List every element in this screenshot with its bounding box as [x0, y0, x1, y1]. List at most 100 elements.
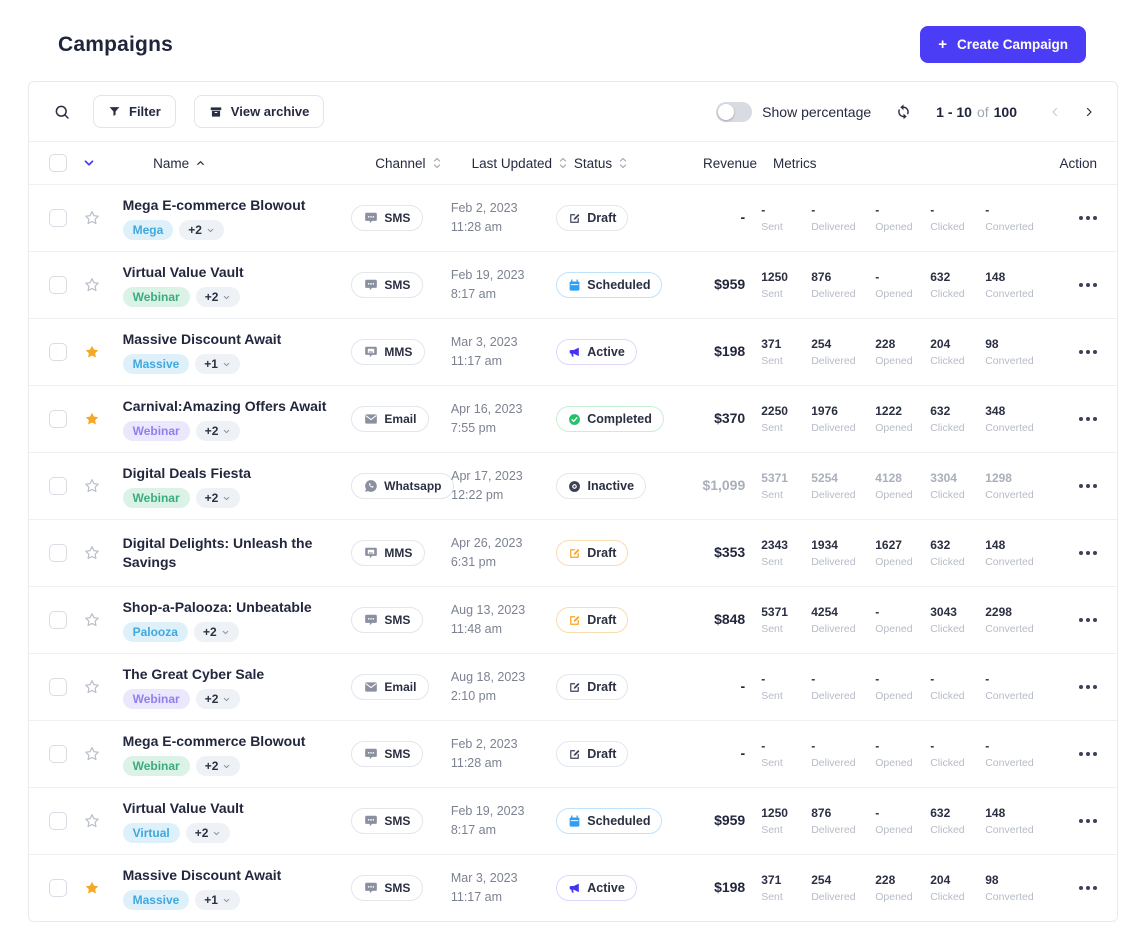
more-tags-dropdown[interactable]: +1 [195, 354, 240, 375]
more-tags-dropdown[interactable]: +2 [179, 220, 224, 241]
metric-label: Sent [761, 287, 783, 300]
view-archive-button[interactable]: View archive [193, 95, 325, 128]
campaign-name[interactable]: Shop-a-Palooza: Unbeatable [122, 598, 312, 615]
metric-label: Delivered [811, 756, 856, 769]
row-checkbox[interactable] [49, 276, 67, 294]
more-tags-dropdown[interactable]: +2 [185, 823, 231, 844]
column-header-status[interactable]: Status [574, 156, 697, 171]
chevron-left-icon [1049, 106, 1061, 118]
row-checkbox[interactable] [49, 678, 67, 696]
metric-converted: 98 Converted [985, 873, 1053, 903]
star-filled-icon[interactable] [83, 343, 101, 361]
campaign-name[interactable]: Digital Deals Fiesta [122, 464, 251, 481]
row-actions-menu-icon[interactable] [1078, 882, 1097, 894]
row-checkbox[interactable] [49, 544, 67, 562]
status-label: Draft [587, 546, 617, 560]
row-actions-menu-icon[interactable] [1078, 279, 1097, 291]
row-checkbox[interactable] [49, 745, 67, 763]
more-tags-dropdown[interactable]: +2 [193, 622, 239, 643]
sort-both-icon [558, 156, 568, 170]
more-tags-dropdown[interactable]: +2 [195, 689, 241, 710]
search-button[interactable] [49, 99, 75, 125]
status-badge: Active [556, 875, 637, 901]
row-checkbox[interactable] [49, 812, 67, 830]
more-tags-dropdown[interactable]: +2 [195, 421, 241, 442]
prev-page-button[interactable] [1047, 104, 1063, 120]
row-checkbox[interactable] [49, 477, 67, 495]
row-actions-menu-icon[interactable] [1078, 212, 1097, 224]
chevron-down-icon [222, 762, 231, 771]
show-percentage-toggle[interactable]: Show percentage [716, 101, 871, 122]
search-icon [53, 103, 71, 121]
row-checkbox[interactable] [49, 209, 67, 227]
metric-sent: 371 Sent [761, 337, 811, 367]
metric-delivered: 4254 Delivered [811, 605, 875, 635]
column-header-name[interactable]: Name [153, 156, 375, 171]
create-campaign-button[interactable]: + Create Campaign [920, 26, 1086, 63]
row-actions-menu-icon[interactable] [1078, 480, 1097, 492]
metric-value: 2343 [761, 538, 788, 553]
row-actions-menu-icon[interactable] [1078, 614, 1097, 626]
metric-value: 632 [930, 806, 951, 821]
star-outline-icon[interactable] [83, 209, 101, 227]
row-checkbox[interactable] [49, 410, 67, 428]
row-actions-menu-icon[interactable] [1078, 346, 1097, 358]
star-filled-icon[interactable] [83, 410, 101, 428]
select-all-checkbox[interactable] [49, 154, 67, 172]
star-outline-icon[interactable] [83, 611, 101, 629]
campaign-name[interactable]: Virtual Value Vault [122, 799, 244, 816]
more-tags-dropdown[interactable]: +2 [195, 287, 241, 308]
metric-value: - [761, 203, 766, 218]
campaign-name[interactable]: Massive Discount Await [122, 866, 282, 883]
campaign-name[interactable]: Massive Discount Await [122, 330, 282, 347]
metric-opened: - Opened [875, 605, 930, 635]
select-options-chevron-icon[interactable] [82, 156, 96, 170]
metric-label: Sent [761, 220, 783, 233]
refresh-button[interactable] [891, 99, 916, 124]
row-checkbox[interactable] [49, 879, 67, 897]
row-actions-menu-icon[interactable] [1078, 748, 1097, 760]
column-header-metrics: Metrics [773, 155, 817, 171]
campaign-name[interactable]: Carnival:Amazing Offers Await [122, 397, 327, 414]
metric-label: Sent [761, 488, 783, 501]
row-actions-menu-icon[interactable] [1078, 815, 1097, 827]
more-tags-dropdown[interactable]: +1 [195, 890, 240, 911]
more-tags-dropdown[interactable]: +2 [195, 488, 241, 509]
campaign-name[interactable]: Virtual Value Vault [122, 263, 244, 280]
column-header-last-updated[interactable]: Last Updated [472, 156, 574, 171]
row-checkbox[interactable] [49, 611, 67, 629]
metric-label: Clicked [930, 890, 965, 903]
metric-label: Delivered [811, 220, 856, 233]
star-outline-icon[interactable] [83, 678, 101, 696]
metric-label: Converted [985, 823, 1034, 836]
row-actions-menu-icon[interactable] [1078, 681, 1097, 693]
row-actions-menu-icon[interactable] [1078, 547, 1097, 559]
next-page-button[interactable] [1081, 104, 1097, 120]
star-outline-icon[interactable] [83, 276, 101, 294]
last-updated-date: Apr 17, 2023 [451, 468, 523, 483]
last-updated-date: Apr 16, 2023 [450, 401, 523, 416]
star-outline-icon[interactable] [83, 812, 101, 830]
metric-value: 2298 [985, 605, 1012, 620]
view-archive-label: View archive [230, 104, 310, 119]
channel-label: SMS [384, 881, 411, 895]
campaign-name[interactable]: Mega E-commerce Blowout [122, 732, 306, 749]
status-label: Draft [587, 680, 617, 694]
row-checkbox[interactable] [49, 343, 67, 361]
metric-label: Delivered [811, 622, 856, 635]
filter-button[interactable]: Filter [93, 95, 176, 128]
column-header-channel[interactable]: Channel [375, 156, 471, 171]
star-filled-icon[interactable] [83, 879, 101, 897]
campaign-name[interactable]: Digital Delights: Unleash the Savings [122, 535, 313, 570]
metric-value: - [985, 203, 990, 218]
campaign-name[interactable]: Mega E-commerce Blowout [122, 196, 306, 213]
star-outline-icon[interactable] [83, 544, 101, 562]
star-outline-icon[interactable] [83, 477, 101, 495]
campaign-tag: Webinar [122, 421, 190, 442]
star-outline-icon[interactable] [83, 745, 101, 763]
metric-delivered: - Delivered [811, 672, 875, 702]
row-actions-menu-icon[interactable] [1078, 413, 1097, 425]
campaign-name[interactable]: The Great Cyber Sale [122, 665, 265, 682]
more-tags-dropdown[interactable]: +2 [195, 756, 241, 777]
filter-icon [108, 105, 121, 118]
